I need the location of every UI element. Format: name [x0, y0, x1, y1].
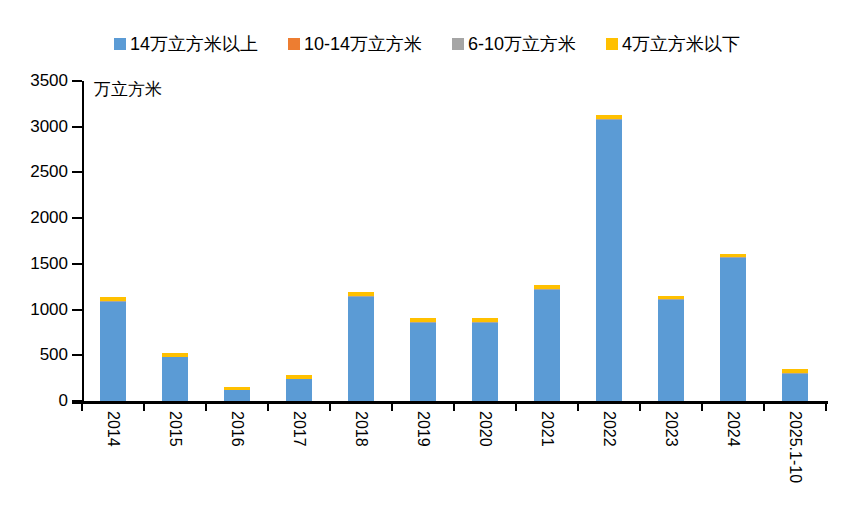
bar-segment-2017-series0 [286, 379, 312, 401]
bar-segment-2020-series2 [472, 322, 498, 323]
legend-swatch-icon [606, 38, 618, 50]
legend-label: 6-10万立方米 [468, 32, 576, 56]
y-axis-tick-label: 2500 [0, 162, 68, 182]
x-axis-category-label: 2022 [601, 411, 617, 447]
y-axis-line [82, 81, 84, 401]
legend-label: 4万立方米以下 [622, 32, 740, 56]
chart-screenshot: 14万立方米以上 10-14万立方米 6-10万立方米 4万立方米以下 万立方米 0 5… [0, 0, 848, 514]
x-axis-tick [81, 404, 83, 411]
bar-segment-2024-series3 [720, 254, 746, 258]
bar-segment-2025.1-10-series3 [782, 369, 808, 374]
x-axis-tick [825, 404, 827, 411]
y-axis-tick-label: 500 [0, 345, 68, 365]
bar-segment-2019-series2 [410, 322, 436, 323]
bar-segment-2018-series3 [348, 292, 374, 296]
legend-item-2: 6-10万立方米 [452, 32, 576, 56]
bar-segment-2019-series0 [410, 323, 436, 401]
bar-segment-2023-series0 [658, 300, 684, 401]
legend-label: 10-14万立方米 [304, 32, 422, 56]
legend-item-1: 10-14万立方米 [288, 32, 422, 56]
y-axis-tick-label: 3000 [0, 117, 68, 137]
x-axis-tick [701, 404, 703, 411]
bar-segment-2022-series3 [596, 115, 622, 119]
x-axis-category-label: 2023 [663, 411, 679, 447]
x-axis-tick [205, 404, 207, 411]
x-axis-tick [267, 404, 269, 411]
bar-segment-2021-series2 [534, 289, 560, 290]
y-axis-tick-label: 3500 [0, 71, 68, 91]
x-axis-category-label: 2024 [725, 411, 741, 447]
y-axis-tick-label: 0 [0, 391, 68, 411]
x-axis-tick [515, 404, 517, 411]
x-axis-category-label: 2025.1-10 [787, 411, 803, 483]
x-axis-tick [577, 404, 579, 411]
y-axis-tick [72, 263, 82, 265]
x-axis-tick [391, 404, 393, 411]
y-axis-tick-label: 1000 [0, 300, 68, 320]
y-axis-tick-label: 1500 [0, 254, 68, 274]
bar-segment-2019-series3 [410, 318, 436, 322]
x-axis-category-label: 2020 [477, 411, 493, 447]
bar-segment-2014-series0 [100, 301, 126, 401]
y-axis-tick-label: 2000 [0, 208, 68, 228]
bar-segment-2014-series3 [100, 297, 126, 301]
bar-segment-2017-series3 [286, 375, 312, 378]
bar-segment-2015-series0 [162, 357, 188, 401]
y-axis-tick [72, 171, 82, 173]
bar-segment-2024-series0 [720, 258, 746, 401]
bar-segment-2016-series0 [224, 390, 250, 401]
legend-swatch-icon [288, 38, 300, 50]
bar-segment-2023-series3 [658, 296, 684, 299]
y-axis-unit-label: 万立方米 [94, 78, 162, 101]
y-axis-tick [72, 217, 82, 219]
x-axis-tick [453, 404, 455, 411]
y-axis-tick [72, 354, 82, 356]
x-axis-line [72, 401, 828, 404]
x-axis-tick [329, 404, 331, 411]
y-axis-tick [72, 309, 82, 311]
bar-segment-2020-series0 [472, 323, 498, 401]
legend-label: 14万立方米以上 [130, 32, 258, 56]
x-axis-category-label: 2014 [105, 411, 121, 447]
bar-segment-2025.1-10-series0 [782, 374, 808, 401]
x-axis-tick [639, 404, 641, 411]
y-axis-tick [72, 80, 82, 82]
bar-segment-2021-series0 [534, 289, 560, 401]
bar-segment-2022-series0 [596, 119, 622, 401]
x-axis-category-label: 2021 [539, 411, 555, 447]
y-axis-tick [72, 126, 82, 128]
bar-segment-2024-series2 [720, 257, 746, 258]
legend-swatch-icon [114, 38, 126, 50]
bar-segment-2015-series3 [162, 353, 188, 357]
bar-segment-2018-series2 [348, 296, 374, 297]
legend-item-0: 14万立方米以上 [114, 32, 258, 56]
x-axis-category-label: 2019 [415, 411, 431, 447]
x-axis-category-label: 2015 [167, 411, 183, 447]
x-axis-tick [763, 404, 765, 411]
x-axis-category-label: 2016 [229, 411, 245, 447]
bar-segment-2018-series0 [348, 297, 374, 401]
legend-item-3: 4万立方米以下 [606, 32, 740, 56]
y-axis-tick [72, 400, 82, 402]
bar-segment-2021-series3 [534, 285, 560, 289]
x-axis-category-label: 2017 [291, 411, 307, 447]
bar-segment-2020-series3 [472, 318, 498, 322]
x-axis-tick [143, 404, 145, 411]
chart-legend: 14万立方米以上 10-14万立方米 6-10万立方米 4万立方米以下 [114, 32, 740, 56]
bar-segment-2016-series3 [224, 387, 250, 390]
legend-swatch-icon [452, 38, 464, 50]
x-axis-category-label: 2018 [353, 411, 369, 447]
